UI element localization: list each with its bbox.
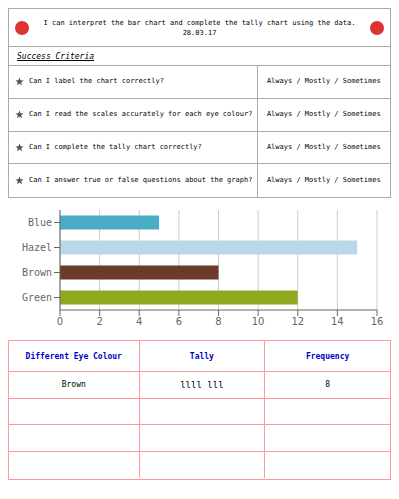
svg-text:14: 14 xyxy=(331,316,344,327)
html-text:Can I read the scales accurate: Can I read the scales accurately for eac… xyxy=(29,110,253,119)
svg-text:12: 12 xyxy=(291,316,304,327)
html-text:Success Criteria: Success Criteria xyxy=(17,51,95,61)
svg-text:10: 10 xyxy=(252,316,265,327)
svg-text:4: 4 xyxy=(136,316,142,327)
html-text:Brown: Brown xyxy=(61,380,86,390)
svg-text:Green: Green xyxy=(22,292,52,303)
html-text:Tally: Tally xyxy=(189,351,214,361)
svg-text:2: 2 xyxy=(96,316,102,327)
html-text:I can interpret the bar chart: I can interpret the bar chart and comple… xyxy=(43,18,356,27)
html-text:Can I complete the tally chart: Can I complete the tally chart correctly… xyxy=(29,142,202,151)
svg-text:Brown: Brown xyxy=(22,267,52,278)
html-text:Always / Mostly / Sometimes: Always / Mostly / Sometimes xyxy=(266,110,381,119)
html-text:Different Eye Colour: Different Eye Colour xyxy=(25,351,122,361)
svg-text:16: 16 xyxy=(371,316,384,327)
html-text:Can I label the chart correctl: Can I label the chart correctly? xyxy=(29,77,164,86)
svg-text:0: 0 xyxy=(57,316,63,327)
svg-text:6: 6 xyxy=(176,316,182,327)
svg-text:Blue: Blue xyxy=(28,217,52,228)
html-text:Can I answer true or false que: Can I answer true or false questions abo… xyxy=(29,176,253,185)
html-text:Frequency: Frequency xyxy=(305,351,350,361)
svg-text:Hazel: Hazel xyxy=(22,242,52,253)
svg-text:8: 8 xyxy=(215,316,221,327)
html-text:8: 8 xyxy=(325,380,330,390)
html-text:Always / Mostly / Sometimes: Always / Mostly / Sometimes xyxy=(266,77,381,86)
html-text:Always / Mostly / Sometimes: Always / Mostly / Sometimes xyxy=(266,142,381,151)
html-text:28.03.17: 28.03.17 xyxy=(182,28,217,37)
html-text:llll lll: llll lll xyxy=(180,379,224,390)
html-text:Always / Mostly / Sometimes: Always / Mostly / Sometimes xyxy=(266,176,381,185)
